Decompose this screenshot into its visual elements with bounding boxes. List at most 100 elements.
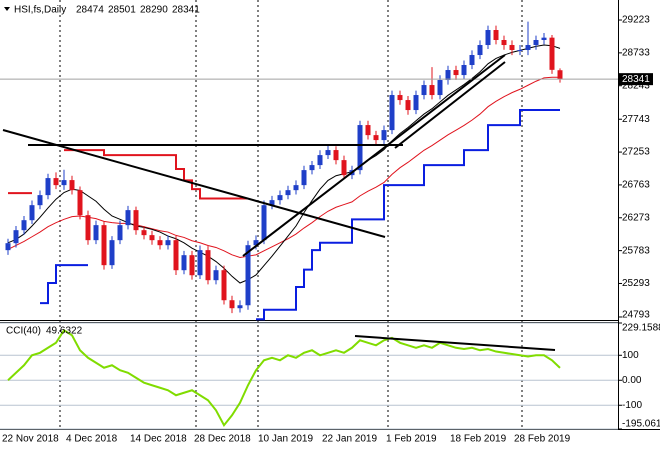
candle-body bbox=[157, 240, 163, 246]
candle-body bbox=[453, 70, 459, 76]
main-panel: 29223 28733 28243 27743 27253 26763 26273 25783… bbox=[0, 15, 660, 445]
indicator-value: 49.6322 bbox=[46, 326, 83, 337]
candle-body bbox=[341, 160, 347, 176]
trendlines bbox=[2, 54, 556, 351]
x-tick-label: 22 Nov 2018 bbox=[2, 434, 59, 445]
candle-body bbox=[437, 80, 443, 96]
candle-body bbox=[45, 178, 51, 196]
candle-body bbox=[285, 190, 291, 196]
candle-body bbox=[181, 255, 187, 271]
x-tick-label: 14 Dec 2018 bbox=[130, 434, 187, 445]
high-value: 28501 bbox=[108, 5, 136, 16]
candle-body bbox=[309, 165, 315, 171]
candle-body bbox=[333, 150, 339, 161]
candle-body bbox=[525, 45, 531, 50]
trendline bbox=[242, 54, 506, 257]
y-tick-label: 27743 bbox=[622, 114, 650, 125]
x-tick-label: 4 Dec 2018 bbox=[66, 434, 118, 445]
chart-title: HSI,fs,Daily bbox=[14, 5, 66, 16]
period-separators bbox=[59, 0, 523, 429]
candle-body bbox=[133, 210, 139, 231]
x-tick-label: 28 Dec 2018 bbox=[194, 434, 251, 445]
candle-body bbox=[21, 220, 27, 231]
candle-body bbox=[5, 243, 11, 251]
candle-body bbox=[533, 40, 539, 46]
y-tick-label: 26273 bbox=[622, 212, 650, 223]
candle-body bbox=[141, 230, 147, 236]
menu-arrow[interactable] bbox=[4, 7, 10, 11]
candle-body bbox=[461, 65, 467, 76]
candle-body bbox=[397, 95, 403, 101]
candle-body bbox=[53, 178, 59, 186]
y-tick-label: 26763 bbox=[622, 180, 650, 191]
open-value: 28474 bbox=[76, 5, 104, 16]
candle-body bbox=[61, 180, 67, 186]
candle-body bbox=[69, 180, 75, 191]
x-tick-label: 18 Feb 2019 bbox=[450, 434, 507, 445]
candle-body bbox=[421, 85, 427, 96]
candle-body bbox=[517, 49, 523, 51]
candle-body bbox=[557, 70, 563, 80]
trendline bbox=[394, 61, 506, 149]
y-tick-label: 28733 bbox=[622, 48, 650, 59]
candle-body bbox=[237, 305, 243, 309]
candle-body bbox=[501, 40, 507, 46]
candle-body bbox=[365, 125, 371, 136]
candle-body bbox=[549, 37, 555, 70]
y-tick-label: -195.0610 bbox=[622, 419, 660, 430]
candle-body bbox=[405, 100, 411, 111]
candle-body bbox=[389, 95, 395, 131]
y-tick-label: 28243 bbox=[622, 80, 650, 91]
trendline bbox=[354, 335, 556, 351]
candle-body bbox=[357, 125, 363, 171]
candle-body bbox=[13, 230, 19, 244]
candle-body bbox=[101, 225, 107, 266]
candle-body bbox=[317, 155, 323, 166]
candle-body bbox=[213, 270, 219, 281]
candle-body bbox=[109, 240, 115, 266]
y-tick-label: 0.00 bbox=[622, 375, 642, 386]
candle-body bbox=[117, 225, 123, 241]
candle-body bbox=[85, 215, 91, 241]
candle-body bbox=[149, 235, 155, 241]
candle-body bbox=[197, 250, 203, 276]
candle-body bbox=[245, 245, 251, 306]
candle-body bbox=[205, 250, 211, 281]
low-value: 28290 bbox=[140, 5, 168, 16]
candle-body bbox=[173, 240, 179, 271]
x-tick-label: 1 Feb 2019 bbox=[386, 434, 437, 445]
y-tick-label: 25293 bbox=[622, 278, 650, 289]
y-tick-label: 29223 bbox=[622, 15, 650, 26]
candle-body bbox=[37, 195, 43, 206]
x-tick-label: 28 Feb 2019 bbox=[514, 434, 571, 445]
y-tick-label: -100 bbox=[622, 400, 642, 411]
candle-body bbox=[293, 185, 299, 191]
candle-body bbox=[509, 45, 515, 50]
candle-body bbox=[413, 95, 419, 111]
candle-body bbox=[77, 190, 83, 216]
candle-body bbox=[221, 270, 227, 301]
candle-body bbox=[541, 37, 547, 41]
candle-body bbox=[301, 170, 307, 186]
candle-body bbox=[253, 240, 259, 246]
candle-body bbox=[189, 255, 195, 276]
price-label: 28341 bbox=[622, 74, 650, 85]
y-tick-label: 25783 bbox=[622, 245, 650, 256]
candle-body bbox=[277, 195, 283, 201]
y-tick-label: 229.1588 bbox=[622, 323, 660, 334]
y-tick-label: 100 bbox=[622, 350, 639, 361]
x-tick-label: 10 Jan 2019 bbox=[258, 434, 313, 445]
candle-body bbox=[477, 45, 483, 56]
candle-body bbox=[469, 55, 475, 66]
price-label-box bbox=[619, 73, 653, 86]
candle-body bbox=[429, 85, 435, 96]
indicator-title: CCI(40) bbox=[6, 326, 41, 337]
x-tick-label: 22 Jan 2019 bbox=[322, 434, 377, 445]
candle-body bbox=[381, 130, 387, 141]
candle-body bbox=[493, 30, 499, 41]
indicator-line bbox=[8, 149, 248, 200]
candle-body bbox=[325, 150, 331, 156]
